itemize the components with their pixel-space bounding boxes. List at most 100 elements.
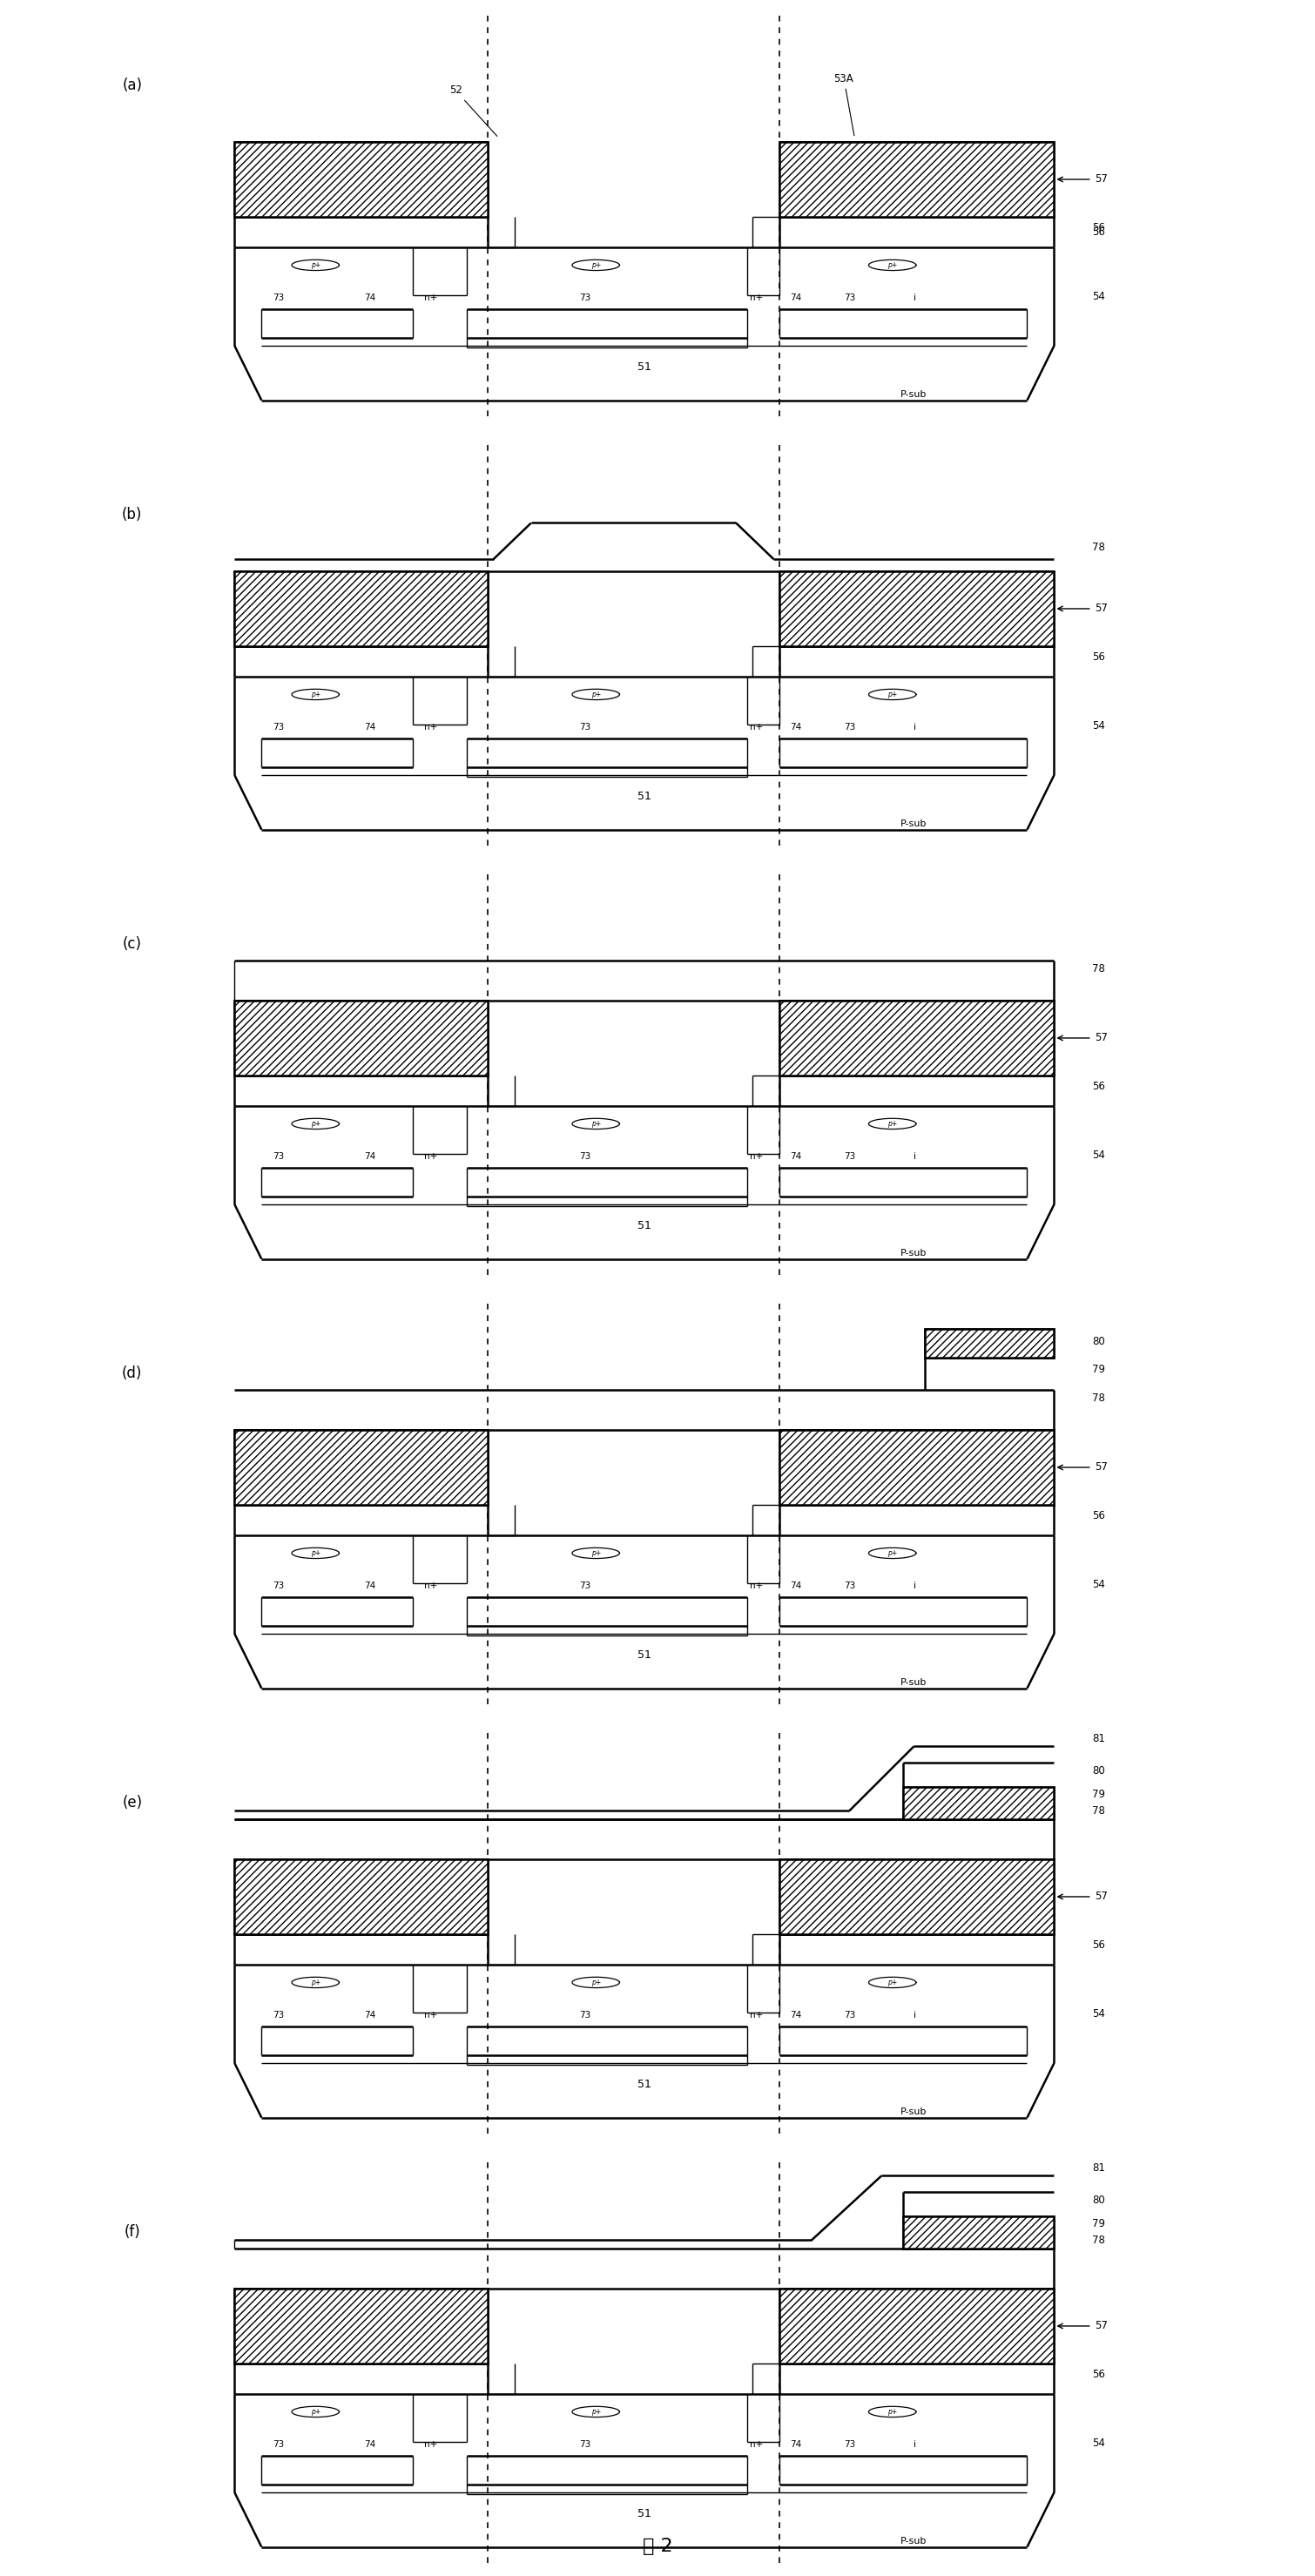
Text: 73: 73 <box>580 2009 592 2020</box>
Text: 73: 73 <box>580 2439 592 2447</box>
Text: P-sub: P-sub <box>901 819 927 827</box>
Text: 78: 78 <box>1091 541 1105 554</box>
Text: 57: 57 <box>1095 1891 1109 1901</box>
Text: (d): (d) <box>122 1365 142 1381</box>
Bar <box>234 999 488 1074</box>
Bar <box>778 142 1055 216</box>
Bar <box>778 1860 1055 1935</box>
Text: 73: 73 <box>272 1582 284 1589</box>
Bar <box>234 1430 488 1504</box>
Text: 73: 73 <box>580 1582 592 1589</box>
Text: i: i <box>914 2009 917 2020</box>
Text: 74: 74 <box>790 1582 801 1589</box>
Text: 56: 56 <box>1091 227 1105 237</box>
Text: i: i <box>914 721 917 732</box>
Text: 54: 54 <box>1091 1149 1105 1162</box>
Text: p+: p+ <box>310 1978 321 1986</box>
Text: 57: 57 <box>1095 1033 1109 1043</box>
Bar <box>924 1329 1055 1358</box>
Text: 73: 73 <box>844 721 855 732</box>
Bar <box>234 2287 488 2362</box>
Text: 51: 51 <box>638 1649 651 1662</box>
Text: 74: 74 <box>364 2439 376 2447</box>
Text: (c): (c) <box>122 935 142 953</box>
Text: p+: p+ <box>888 1548 897 1556</box>
Text: n+: n+ <box>425 2439 438 2447</box>
Text: n+: n+ <box>425 1582 438 1589</box>
Text: P-sub: P-sub <box>901 2537 927 2545</box>
Bar <box>778 1860 1055 1935</box>
Bar <box>903 1788 1055 1819</box>
Text: 73: 73 <box>844 1151 855 1159</box>
Text: 79: 79 <box>1091 1790 1105 1801</box>
Bar <box>234 572 488 647</box>
Text: (a): (a) <box>122 77 142 93</box>
Bar <box>234 142 488 216</box>
Text: 73: 73 <box>844 2009 855 2020</box>
Text: P-sub: P-sub <box>901 389 927 399</box>
Text: p+: p+ <box>590 1978 601 1986</box>
Text: 78: 78 <box>1091 2233 1105 2246</box>
Text: 74: 74 <box>364 721 376 732</box>
Text: p+: p+ <box>888 1978 897 1986</box>
Text: p+: p+ <box>310 2409 321 2416</box>
Text: 56: 56 <box>1091 1940 1105 1950</box>
Text: 54: 54 <box>1091 721 1105 732</box>
Text: n+: n+ <box>750 294 763 301</box>
Text: P-sub: P-sub <box>901 2107 927 2115</box>
Text: 73: 73 <box>272 2439 284 2447</box>
Text: p+: p+ <box>310 1121 321 1128</box>
Text: 73: 73 <box>844 2439 855 2447</box>
Text: n+: n+ <box>750 1151 763 1159</box>
Text: 73: 73 <box>272 1151 284 1159</box>
Text: 54: 54 <box>1091 291 1105 301</box>
Text: 57: 57 <box>1095 173 1109 185</box>
Bar <box>234 999 488 1074</box>
Text: 56: 56 <box>1091 2370 1105 2380</box>
Text: p+: p+ <box>888 690 897 698</box>
Text: 53A: 53A <box>834 72 855 137</box>
Text: 74: 74 <box>364 1582 376 1589</box>
Text: P-sub: P-sub <box>901 1677 927 1687</box>
Bar <box>778 2287 1055 2362</box>
Text: (f): (f) <box>124 2223 141 2241</box>
Text: n+: n+ <box>425 721 438 732</box>
Bar <box>234 142 488 216</box>
Text: 54: 54 <box>1091 1579 1105 1589</box>
Text: 51: 51 <box>638 2509 651 2519</box>
Bar <box>778 572 1055 647</box>
Text: 74: 74 <box>364 294 376 301</box>
Bar <box>234 2287 488 2362</box>
Text: 51: 51 <box>638 361 651 374</box>
Text: 73: 73 <box>844 294 855 301</box>
Text: i: i <box>914 1582 917 1589</box>
Bar <box>778 1430 1055 1504</box>
Text: p+: p+ <box>888 260 897 268</box>
Text: 74: 74 <box>790 2009 801 2020</box>
Text: 79: 79 <box>1091 2218 1105 2231</box>
Bar <box>778 1430 1055 1504</box>
Text: 图 2: 图 2 <box>643 2537 672 2555</box>
Bar <box>778 999 1055 1074</box>
Text: 51: 51 <box>638 1221 651 1231</box>
Text: 73: 73 <box>272 721 284 732</box>
Text: 78: 78 <box>1091 1806 1105 1816</box>
Text: 81: 81 <box>1091 1734 1105 1744</box>
Text: 56: 56 <box>1091 222 1105 234</box>
Text: 74: 74 <box>790 1151 801 1159</box>
Text: 74: 74 <box>364 2009 376 2020</box>
Text: 54: 54 <box>1091 2009 1105 2020</box>
Bar <box>778 2287 1055 2362</box>
Text: 57: 57 <box>1095 1461 1109 1473</box>
Text: 51: 51 <box>638 791 651 801</box>
Bar <box>903 2215 1055 2249</box>
Bar <box>778 999 1055 1074</box>
Bar <box>234 572 488 647</box>
Text: 73: 73 <box>272 294 284 301</box>
Text: 73: 73 <box>580 1151 592 1159</box>
Text: p+: p+ <box>888 2409 897 2416</box>
Text: 73: 73 <box>844 1582 855 1589</box>
Text: 74: 74 <box>364 1151 376 1159</box>
Text: p+: p+ <box>310 1548 321 1556</box>
Text: p+: p+ <box>590 1121 601 1128</box>
